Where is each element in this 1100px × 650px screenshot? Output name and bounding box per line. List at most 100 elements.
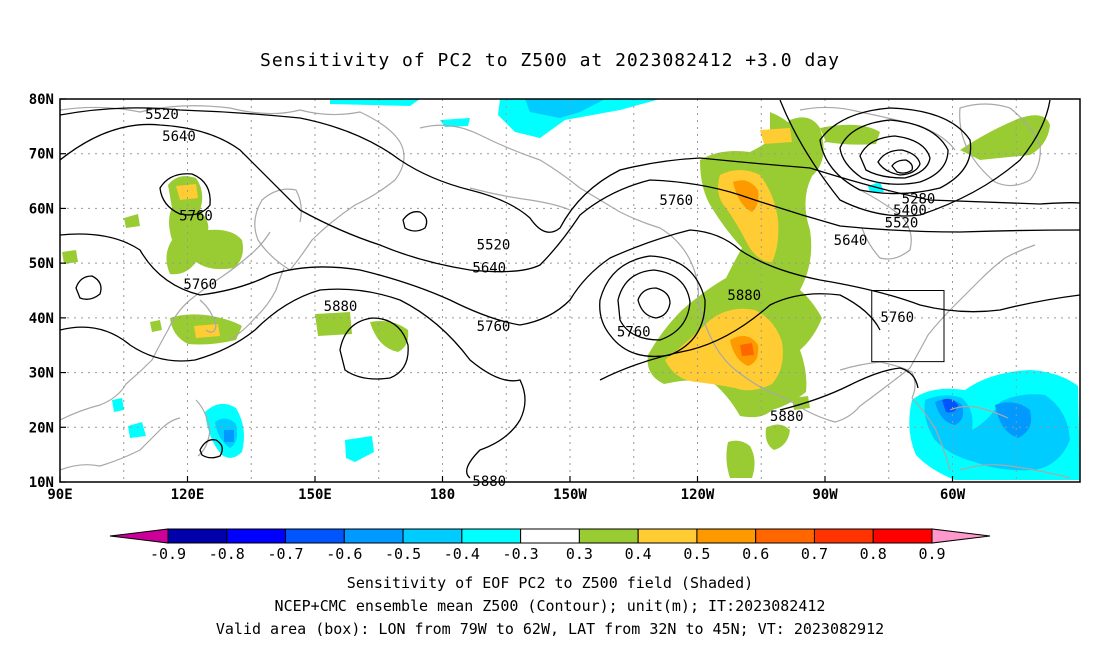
- caption-contour: NCEP+CMC ensemble mean Z500 (Contour); u…: [274, 597, 826, 615]
- contour-5880-east: [599, 293, 881, 381]
- coast-canadian-archipelago: [799, 106, 956, 151]
- coast-gulf: [839, 361, 916, 399]
- coast-korea: [199, 299, 217, 333]
- lon-tick-label: 90W: [812, 487, 838, 503]
- colorbar-label: -0.8: [209, 545, 245, 563]
- coast-east-asia: [60, 231, 271, 421]
- contour-5880: [60, 288, 526, 479]
- coast-japan: [229, 267, 285, 341]
- lon-tick-label: 120E: [171, 487, 205, 503]
- contour-label: 5880: [770, 409, 804, 425]
- coast-greenland: [959, 103, 1041, 187]
- coast-aleutians: [469, 187, 571, 211]
- sensitivity-shading: [62, 99, 1080, 480]
- colorbar-box: [813, 528, 874, 544]
- contour-aleutian-outer: [599, 255, 706, 358]
- colorbar-box: [578, 528, 639, 544]
- colorbar-box: [755, 528, 815, 544]
- colorbar-box: [226, 528, 287, 544]
- contour-low-4: [877, 149, 921, 176]
- lon-tick-label: 150E: [298, 487, 332, 503]
- contour-pacific-high: [339, 317, 409, 380]
- map-title: Sensitivity of PC2 to Z500 at 2023082412…: [259, 50, 840, 71]
- z500-contours: [60, 99, 1080, 479]
- colorbar-box: [167, 528, 228, 544]
- coast-central-america: [911, 397, 951, 471]
- contour-labels: 5520 5640 5760 5760 5880 5520 5640 5760 5760 5760…: [145, 107, 936, 490]
- contour-label: 5760: [179, 209, 213, 225]
- colorbar-label: 0.6: [742, 545, 769, 563]
- contour-label: 5640: [834, 233, 868, 249]
- colorbar-label: 0.7: [801, 545, 828, 563]
- caption-shaded: Sensitivity of EOF PC2 to Z500 field (Sh…: [346, 574, 754, 592]
- colorbar: -0.9 -0.8 -0.7 -0.6 -0.5 -0.4 -0.3 0.3 0.4 0.5 0.6…: [109, 528, 991, 563]
- contour-aleutian-inner: [617, 269, 691, 341]
- contour-label: 5280: [902, 192, 936, 208]
- contour-east-asia-closed: [159, 173, 211, 216]
- contour-west-closed: [75, 275, 102, 300]
- contour-greenland-arc: [779, 99, 1051, 217]
- coast-philippines: [195, 399, 211, 457]
- lat-tick-label: 10N: [29, 475, 54, 491]
- contour-siberia-closed: [402, 211, 428, 232]
- colorbar-label: -0.7: [267, 545, 303, 563]
- colorbar-end-right: [931, 528, 991, 544]
- lat-tick-label: 50N: [29, 256, 54, 272]
- colorbar-label: -0.3: [503, 545, 539, 563]
- lon-tick-label: 150W: [553, 487, 587, 503]
- colorbar-label: -0.9: [150, 545, 186, 563]
- coast-okhotsk: [254, 188, 302, 271]
- colorbar-box: [637, 528, 698, 544]
- coast-hudson-bay: [859, 189, 912, 260]
- negative-shading-arctic: [330, 99, 884, 192]
- lon-tick-label: 90E: [47, 487, 72, 503]
- contour-low-2: [839, 119, 949, 185]
- contour-label: 5520: [477, 238, 511, 254]
- coast-caribbean: [949, 405, 1009, 419]
- contour-label: 5640: [162, 129, 196, 145]
- negative-shading-atlantic: [909, 370, 1080, 480]
- lat-tick-label: 80N: [29, 92, 54, 108]
- contour-label: 5400: [893, 203, 927, 219]
- contour-label: 5760: [617, 325, 651, 341]
- colorbar-label: 0.9: [918, 545, 945, 563]
- contour-5880-gulf: [779, 367, 919, 411]
- coast-south-america: [959, 464, 1071, 479]
- lat-tick-label: 40N: [29, 311, 54, 327]
- contour-label: 5880: [324, 299, 358, 315]
- coast-southeast-asia: [60, 417, 181, 471]
- coastlines: [60, 103, 1071, 479]
- colorbar-box: [872, 528, 933, 544]
- coast-north-america-west: [689, 259, 806, 411]
- contour-label: 5520: [145, 107, 179, 123]
- lat-tick-label: 20N: [29, 420, 54, 436]
- contour-label: 5760: [659, 193, 693, 209]
- lat-tick-label: 60N: [29, 201, 54, 217]
- colorbar-box: [520, 528, 580, 544]
- negative-shading-west-pacific: [112, 398, 374, 462]
- contour-label: 5760: [183, 277, 217, 293]
- colorbar-box: [696, 528, 757, 544]
- positive-shading-east-asia: [62, 176, 243, 345]
- colorbar-label: 0.8: [860, 545, 887, 563]
- coast-mexico: [804, 367, 911, 423]
- colorbar-label: 0.4: [625, 545, 652, 563]
- caption-valid-area: Valid area (box): LON from 79W to 62W, L…: [215, 620, 885, 638]
- colorbar-label: -0.4: [444, 545, 480, 563]
- colorbar-label: 0.3: [566, 545, 593, 563]
- colorbar-end-left: [109, 528, 169, 544]
- coast-alaska: [419, 124, 691, 261]
- contour-label: 5880: [727, 288, 761, 304]
- colorbar-label: -0.5: [385, 545, 421, 563]
- contour-label: 5760: [880, 310, 914, 326]
- colorbar-label: 0.5: [683, 545, 710, 563]
- contour-philippine: [199, 439, 223, 459]
- lon-tick-label: 60W: [940, 487, 966, 503]
- contour-low-3: [859, 135, 931, 179]
- colorbar-label: -0.6: [326, 545, 362, 563]
- colorbar-box: [461, 528, 522, 544]
- valid-area-box: [871, 290, 945, 363]
- colorbar-box: [343, 528, 404, 544]
